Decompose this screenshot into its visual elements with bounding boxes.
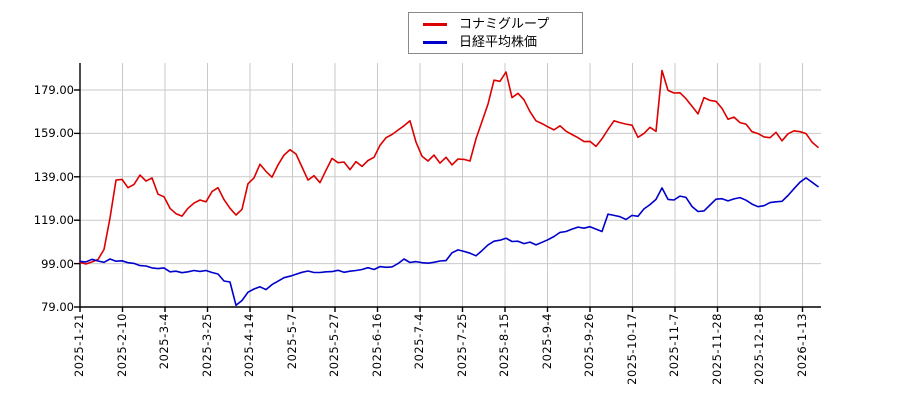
konami-line	[79, 69, 819, 265]
x-tick-label: 2025-9-4	[539, 313, 554, 370]
y-tick-label: 99.00	[41, 256, 74, 271]
legend-item-konami: コナミグループ	[423, 18, 582, 31]
x-tick-label: 2025-10-17	[624, 313, 639, 385]
legend-label-nikkei: 日経平均株価	[459, 34, 538, 50]
y-tick-label: 159.00	[33, 126, 74, 141]
x-tick-label: 2025-12-18	[752, 313, 766, 385]
x-tick-label: 2025-7-25	[454, 313, 469, 378]
x-tick-label: 2025-4-14	[242, 313, 256, 378]
legend-label-konami: コナミグループ	[459, 16, 550, 32]
x-tick-label: 2025-8-15	[497, 313, 511, 378]
x-tick-label: 2025-11-7	[667, 313, 681, 378]
legend-line-swatch-blue	[423, 40, 447, 44]
legend-line-swatch-red	[423, 22, 447, 26]
x-tick-label: 2025-2-10	[114, 313, 129, 378]
y-tick-label: 79.00	[41, 300, 74, 314]
x-tick-label: 2025-1-21	[72, 313, 86, 378]
x-tick-label: 2025-9-26	[582, 313, 596, 378]
nikkei-line	[79, 177, 819, 307]
x-tick-label: 2025-5-27	[327, 313, 341, 378]
y-tick-label: 119.00	[33, 213, 74, 228]
y-tick-label: 139.00	[33, 169, 74, 184]
x-tick-label: 2025-11-28	[709, 313, 724, 385]
x-tick-label: 2025-3-25	[199, 313, 214, 378]
x-tick-label: 2025-6-16	[369, 313, 384, 378]
legend: コナミグループ 日経平均株価	[408, 12, 583, 54]
legend-item-nikkei: 日経平均株価	[423, 36, 582, 49]
y-tick-label: 179.00	[33, 83, 74, 97]
x-tick-label: 2025-3-4	[157, 313, 171, 370]
x-tick-label: 2025-5-7	[284, 313, 299, 370]
x-tick-label: 2025-7-4	[412, 313, 426, 370]
x-tick-label: 2026-1-13	[794, 313, 809, 378]
